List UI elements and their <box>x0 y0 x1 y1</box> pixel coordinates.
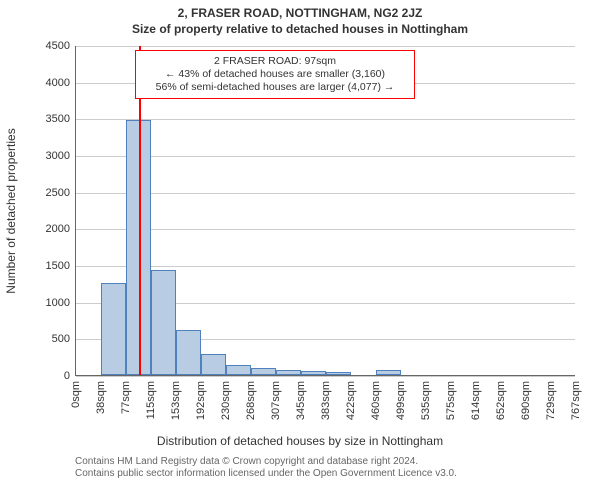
y-tick-label: 3000 <box>46 150 70 162</box>
x-tick-label: 383sqm <box>320 381 332 420</box>
chart-subtitle: Size of property relative to detached ho… <box>0 22 600 36</box>
histogram-bar <box>251 368 276 375</box>
annotation-line: ← 43% of detached houses are smaller (3,… <box>144 68 406 81</box>
footer-attribution: Contains HM Land Registry data © Crown c… <box>75 456 457 480</box>
histogram-bar <box>376 370 401 375</box>
x-tick-label: 652sqm <box>495 381 507 420</box>
y-tick-label: 4500 <box>46 40 70 52</box>
x-tick-label: 192sqm <box>195 381 207 420</box>
y-tick-label: 4000 <box>46 77 70 89</box>
x-tick-label: 0sqm <box>70 381 82 408</box>
x-tick-label: 307sqm <box>270 381 282 420</box>
y-tick-label: 3500 <box>46 113 70 125</box>
x-tick-label: 230sqm <box>220 381 232 420</box>
y-tick-label: 1500 <box>46 260 70 272</box>
x-tick-label: 614sqm <box>470 381 482 420</box>
annotation-box: 2 FRASER ROAD: 97sqm← 43% of detached ho… <box>135 50 415 99</box>
y-tick-label: 500 <box>52 333 70 345</box>
histogram-bar <box>101 283 126 375</box>
histogram-bar <box>201 354 226 375</box>
histogram-bar <box>301 371 326 375</box>
x-tick-label: 499sqm <box>395 381 407 420</box>
chart-supertitle: 2, FRASER ROAD, NOTTINGHAM, NG2 2JZ <box>0 6 600 20</box>
footer-line-2: Contains public sector information licen… <box>75 468 457 480</box>
y-tick-label: 2500 <box>46 187 70 199</box>
gridline <box>76 46 575 47</box>
x-tick-label: 422sqm <box>345 381 357 420</box>
gridline <box>76 376 575 377</box>
x-tick-label: 729sqm <box>545 381 557 420</box>
y-tick-label: 2000 <box>46 223 70 235</box>
x-tick-label: 38sqm <box>95 381 107 414</box>
annotation-line: 2 FRASER ROAD: 97sqm <box>144 55 406 68</box>
histogram-bar <box>226 365 251 375</box>
x-tick-label: 535sqm <box>420 381 432 420</box>
x-tick-label: 345sqm <box>295 381 307 420</box>
histogram-bar <box>151 270 176 375</box>
histogram-bar <box>176 330 201 375</box>
histogram-bar <box>326 372 351 375</box>
footer-line-1: Contains HM Land Registry data © Crown c… <box>75 456 457 468</box>
x-tick-label: 77sqm <box>120 381 132 414</box>
x-axis-title: Distribution of detached houses by size … <box>0 434 600 448</box>
x-tick-label: 575sqm <box>445 381 457 420</box>
x-tick-label: 268sqm <box>245 381 257 420</box>
x-tick-label: 115sqm <box>145 381 157 419</box>
annotation-line: 56% of semi-detached houses are larger (… <box>144 81 406 94</box>
x-tick-label: 767sqm <box>570 381 582 420</box>
x-tick-label: 460sqm <box>370 381 382 420</box>
x-tick-label: 690sqm <box>520 381 532 420</box>
y-axis-title: Number of detached properties <box>4 128 18 293</box>
x-tick-label: 153sqm <box>170 381 182 420</box>
y-tick-label: 1000 <box>46 297 70 309</box>
histogram-bar <box>276 370 301 375</box>
